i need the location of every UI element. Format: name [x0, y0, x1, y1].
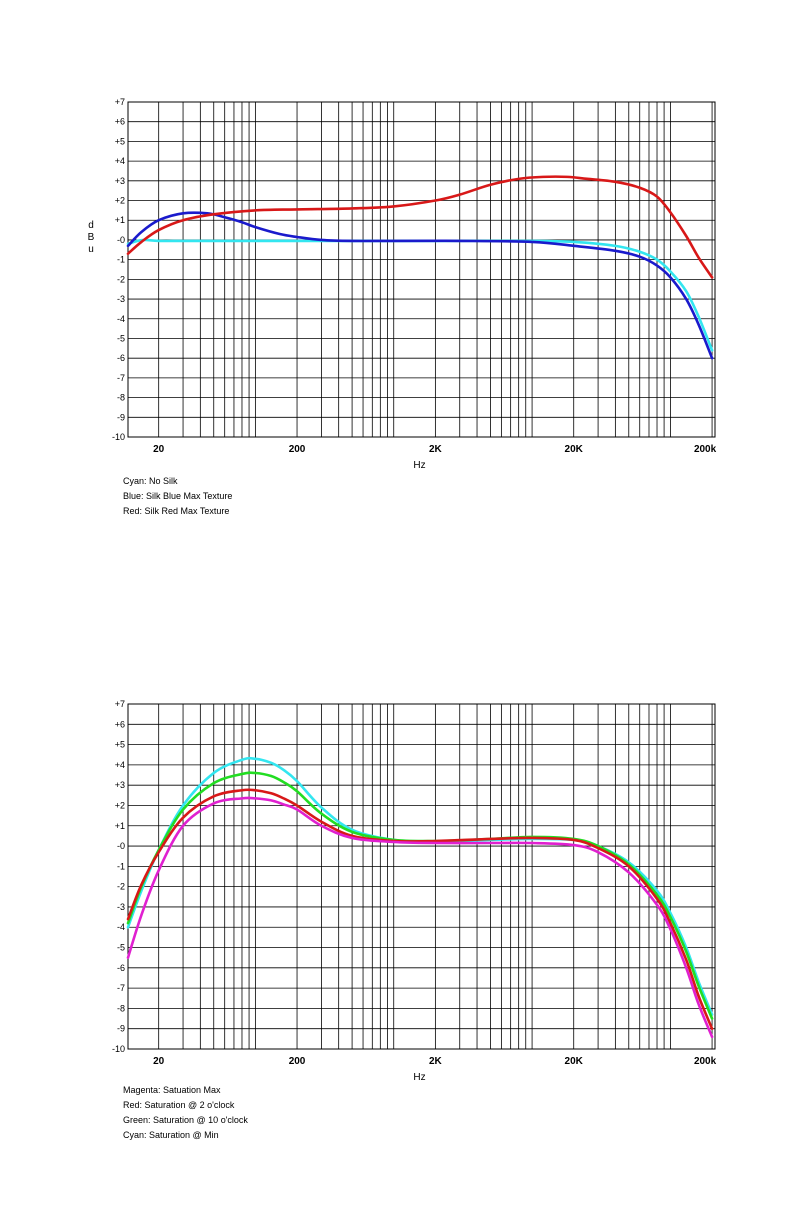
y-tick-label: +6: [115, 719, 125, 729]
y-tick-label: +1: [115, 821, 125, 831]
y-tick-label: -3: [117, 294, 125, 304]
legend-entry-magenta: Magenta: Satuation Max: [123, 1085, 221, 1095]
y-tick-label: -2: [117, 882, 125, 892]
y-tick-label: -0: [117, 841, 125, 851]
y-axis-label: d: [88, 220, 94, 231]
y-tick-label: -5: [117, 943, 125, 953]
legend-entry-red: Red: Saturation @ 2 o'clock: [123, 1100, 235, 1110]
y-tick-label: +3: [115, 176, 125, 186]
x-tick-label: 200: [289, 1056, 306, 1067]
y-tick-label: +7: [115, 699, 125, 709]
y-tick-label: -6: [117, 353, 125, 363]
x-tick-label: 20K: [565, 444, 584, 455]
y-tick-label: -10: [112, 432, 125, 442]
chart-2-legend: Magenta: Satuation Max Red: Saturation @…: [123, 1083, 248, 1143]
y-tick-label: +6: [115, 117, 125, 127]
series-line-1-2: [126, 211, 714, 360]
y-tick-label: -0: [117, 235, 125, 245]
legend-entry-blue: Blue: Silk Blue Max Texture: [123, 491, 233, 501]
y-tick-label: +4: [115, 760, 125, 770]
y-tick-label: +5: [115, 740, 125, 750]
y-tick-label: +1: [115, 215, 125, 225]
x-tick-label: 20K: [565, 1056, 584, 1067]
plot-frame: [127, 703, 716, 1050]
y-tick-label: -9: [117, 1024, 125, 1034]
legend-entry-green: Green: Saturation @ 10 o'clock: [123, 1115, 248, 1125]
y-axis-label: u: [88, 244, 94, 255]
series-line-2-4: [126, 796, 714, 1039]
x-tick-label: 20: [153, 1056, 165, 1067]
x-tick-label: 200: [289, 444, 306, 455]
y-tick-label: -2: [117, 274, 125, 284]
y-tick-label: -7: [117, 983, 125, 993]
y-tick-label: -8: [117, 393, 125, 403]
y-tick-label: -4: [117, 314, 125, 324]
x-tick-label: 2K: [429, 1056, 443, 1067]
series-line-1-1: [126, 238, 714, 352]
y-axis-label: B: [88, 232, 95, 243]
chart-1-legend: Cyan: No Silk Blue: Silk Blue Max Textur…: [123, 474, 232, 519]
x-tick-label: 200k: [694, 1056, 717, 1067]
x-tick-label: 2K: [429, 444, 443, 455]
y-tick-label: -5: [117, 333, 125, 343]
series-line-2-2: [126, 771, 714, 1020]
y-tick-label: -8: [117, 1003, 125, 1013]
y-tick-label: -4: [117, 922, 125, 932]
y-tick-label: -10: [112, 1044, 125, 1054]
y-tick-label: +4: [115, 156, 125, 166]
x-axis-label: Hz: [413, 460, 425, 471]
legend-entry-red: Red: Silk Red Max Texture: [123, 506, 230, 516]
y-tick-label: +3: [115, 780, 125, 790]
x-tick-label: 200k: [694, 444, 717, 455]
y-tick-label: -7: [117, 373, 125, 383]
y-tick-label: -1: [117, 861, 125, 871]
x-axis-label: Hz: [413, 1072, 425, 1083]
series-line-1-3: [126, 175, 714, 279]
y-tick-label: -3: [117, 902, 125, 912]
x-tick-label: 20: [153, 444, 165, 455]
y-tick-label: -1: [117, 255, 125, 265]
legend-entry-cyan: Cyan: No Silk: [123, 476, 178, 486]
legend-entry-cyan: Cyan: Saturation @ Min: [123, 1130, 219, 1140]
plot-frame: [127, 101, 716, 438]
y-tick-label: +2: [115, 196, 125, 206]
y-tick-label: -6: [117, 963, 125, 973]
y-tick-label: -9: [117, 412, 125, 422]
y-tick-label: +2: [115, 800, 125, 810]
y-tick-label: +5: [115, 136, 125, 146]
y-tick-label: +7: [115, 97, 125, 107]
